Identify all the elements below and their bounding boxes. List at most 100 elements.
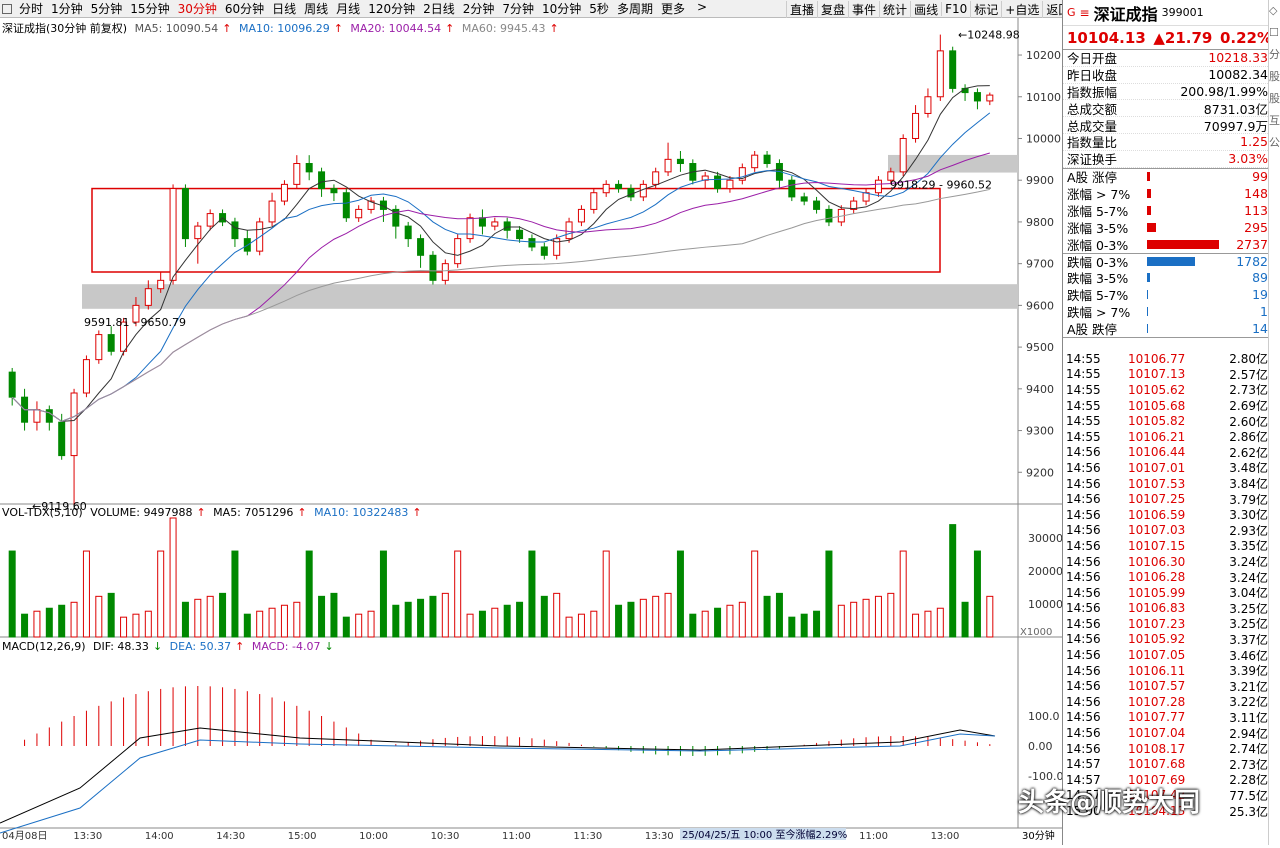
period-11[interactable]: 2分钟 xyxy=(462,2,495,16)
candle-body xyxy=(404,225,412,240)
candle-body xyxy=(8,371,16,398)
tick-row: 14:55 10105.62 2.73亿 xyxy=(1066,382,1268,398)
period-12[interactable]: 7分钟 xyxy=(502,2,535,16)
macd-axis-label: -100.0 xyxy=(1028,770,1062,783)
period-6[interactable]: 日线 xyxy=(272,2,297,16)
quote-header: G ≡ 深证成指 399001 xyxy=(1063,0,1280,26)
candle-body xyxy=(70,392,78,457)
period-2[interactable]: 5分钟 xyxy=(90,2,123,16)
period-8[interactable]: 月线 xyxy=(336,2,361,16)
volume-bar xyxy=(392,604,400,638)
candle-body xyxy=(726,179,734,190)
volume-bar xyxy=(899,550,907,638)
period-13[interactable]: 10分钟 xyxy=(542,2,582,16)
volume-bar xyxy=(714,607,722,638)
candle-body xyxy=(194,225,202,240)
tool-5[interactable]: F10 xyxy=(941,2,970,16)
time-axis-label: 15:00 xyxy=(288,831,317,842)
volume-bar xyxy=(342,616,350,638)
kline-svg[interactable]: 10200 10100 10000 9900 9800 9700 9600 9500 9400 9… xyxy=(0,18,1063,845)
volume-bar xyxy=(788,616,796,638)
period-9[interactable]: 120分钟 xyxy=(368,2,416,16)
period-16[interactable]: 更多 xyxy=(660,2,685,16)
watermark: 头条@顺势大同 xyxy=(1018,788,1201,818)
candle-body xyxy=(553,238,561,256)
candle-body xyxy=(528,238,536,248)
breadth-bar xyxy=(1147,256,1195,266)
period-3[interactable]: 15分钟 xyxy=(130,2,170,16)
candle-body xyxy=(280,183,288,202)
time-axis-label: 11:00 xyxy=(859,831,888,842)
volume-bar xyxy=(874,595,882,638)
tool-7[interactable]: +自选 xyxy=(1001,0,1042,18)
candle-body xyxy=(466,217,474,240)
window-icon[interactable] xyxy=(2,3,12,14)
tool-6[interactable]: 标记 xyxy=(970,0,1001,18)
period-15[interactable]: 多周期 xyxy=(616,2,653,16)
period-1[interactable]: 1分钟 xyxy=(51,2,83,16)
candle-body xyxy=(887,171,895,181)
tool-3[interactable]: 统计 xyxy=(879,0,910,18)
breadth-bar xyxy=(1147,189,1151,199)
chart-area[interactable]: 10200 10100 10000 9900 9800 9700 9600 9500 9400 9… xyxy=(0,18,1063,845)
volume-bar xyxy=(664,592,672,638)
volume-bar xyxy=(132,613,140,638)
candle-body xyxy=(540,246,548,256)
period-10[interactable]: 2日线 xyxy=(423,2,455,16)
g-icon[interactable]: G xyxy=(1067,6,1076,19)
period-5[interactable]: 60分钟 xyxy=(224,2,265,16)
dif-line xyxy=(0,727,996,824)
volume-bar xyxy=(466,613,474,638)
period-4[interactable]: 30分钟 xyxy=(177,2,217,16)
volume-bar xyxy=(70,601,78,638)
candle-body xyxy=(751,154,759,169)
volume-bar xyxy=(738,601,746,638)
period-0[interactable]: 分时 xyxy=(19,2,44,16)
stat-row: 指数量比 1.25 xyxy=(1063,134,1280,151)
stat-row: 总成交量 70997.9万 xyxy=(1063,117,1280,134)
volume-bar xyxy=(689,613,697,638)
volume-bar xyxy=(813,610,821,638)
vol-axis-label: 10000 xyxy=(1028,598,1062,611)
tick-row: 14:56 10106.30 3.24亿 xyxy=(1066,554,1268,570)
volume-bar xyxy=(590,610,598,638)
candle-body xyxy=(800,196,808,202)
ma60-label: MA60: 9945.43 xyxy=(461,22,546,35)
tool-2[interactable]: 事件 xyxy=(848,0,879,18)
breadth-bar xyxy=(1147,290,1148,300)
high-label: ←10248.98 xyxy=(958,29,1020,42)
candle-body xyxy=(850,200,858,210)
candle-body xyxy=(738,167,746,181)
tool-1[interactable]: 复盘 xyxy=(817,0,848,18)
breadth-bar xyxy=(1147,306,1148,316)
candle-body xyxy=(355,208,363,219)
breadth-row: 涨幅 3-5% 295 xyxy=(1067,219,1268,236)
tick-list[interactable]: 14:55 10106.77 2.80亿 14:55 10107.13 2.57亿 14:5… xyxy=(1062,351,1268,819)
tick-row: 14:56 10107.23 3.25亿 xyxy=(1066,616,1268,632)
candle-body xyxy=(813,200,821,210)
volume-bar xyxy=(565,616,573,638)
zone2-label: 9918.29 - 9960.52 xyxy=(890,178,992,191)
volume-bar xyxy=(837,604,845,638)
time-axis-label: 10:00 xyxy=(359,831,388,842)
dea-line xyxy=(0,733,996,834)
period-7[interactable]: 周线 xyxy=(304,2,329,16)
volume-bar xyxy=(280,604,288,638)
candle-body xyxy=(615,183,623,190)
tool-4[interactable]: 画线 xyxy=(910,0,941,18)
period-14[interactable]: 5秒 xyxy=(589,2,609,16)
period-17[interactable]: > xyxy=(696,0,708,14)
menu-icon[interactable]: ≡ xyxy=(1079,5,1090,20)
macd-legend: MACD(12,26,9) DIF: 48.33 ↓ DEA: 50.37 ↑ MA… xyxy=(2,640,334,653)
tool-0[interactable]: 直播 xyxy=(786,0,817,18)
candle-body xyxy=(441,263,449,281)
tick-row: 14:56 10106.83 3.25亿 xyxy=(1066,601,1268,616)
candle-body xyxy=(107,334,115,352)
stat-row: 深证换手 3.03% xyxy=(1063,151,1280,168)
volume-bar xyxy=(577,613,585,638)
volume-bar xyxy=(986,595,994,638)
time-axis-label: 11:00 xyxy=(502,831,531,842)
volume-bar xyxy=(305,550,313,638)
candle-body xyxy=(602,183,610,194)
price-axis-label: 10100 xyxy=(1026,91,1061,104)
